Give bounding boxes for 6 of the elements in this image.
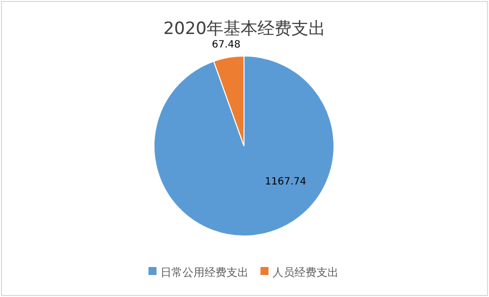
pie-slice [154, 56, 334, 236]
chart-title: 2020年基本经费支出 [163, 19, 326, 39]
data-label: 67.48 [212, 40, 241, 51]
data-label: 1167.74 [264, 176, 306, 188]
legend-label: 人员经费支出 [272, 266, 338, 279]
legend-label: 日常公用经费支出 [160, 266, 248, 279]
